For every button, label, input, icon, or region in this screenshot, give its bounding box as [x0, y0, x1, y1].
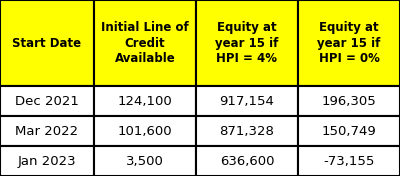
Bar: [196, 0, 298, 86]
Text: Equity at
year 15 if
HPI = 4%: Equity at year 15 if HPI = 4%: [215, 21, 279, 65]
Bar: [0, 0, 94, 86]
Bar: [94, 86, 196, 116]
Bar: [0, 146, 94, 176]
Text: Dec 2021: Dec 2021: [15, 95, 79, 108]
Text: Start Date: Start Date: [12, 37, 82, 50]
Text: 917,154: 917,154: [220, 95, 274, 108]
Bar: [94, 146, 196, 176]
Text: 871,328: 871,328: [220, 125, 274, 138]
Bar: [0, 116, 94, 146]
Bar: [298, 86, 400, 116]
Text: Initial Line of
Credit
Available: Initial Line of Credit Available: [101, 21, 189, 65]
Text: Equity at
year 15 if
HPI = 0%: Equity at year 15 if HPI = 0%: [317, 21, 381, 65]
Bar: [196, 116, 298, 146]
Text: Mar 2022: Mar 2022: [16, 125, 78, 138]
Bar: [196, 86, 298, 116]
Text: Jan 2023: Jan 2023: [18, 155, 76, 168]
Text: 196,305: 196,305: [322, 95, 376, 108]
Text: 150,749: 150,749: [322, 125, 376, 138]
Text: 636,600: 636,600: [220, 155, 274, 168]
Bar: [298, 116, 400, 146]
Bar: [0, 86, 94, 116]
Bar: [94, 116, 196, 146]
Bar: [94, 0, 196, 86]
Text: -73,155: -73,155: [323, 155, 375, 168]
Bar: [196, 146, 298, 176]
Text: 101,600: 101,600: [118, 125, 172, 138]
Bar: [298, 0, 400, 86]
Text: 3,500: 3,500: [126, 155, 164, 168]
Text: 124,100: 124,100: [118, 95, 172, 108]
Bar: [298, 146, 400, 176]
